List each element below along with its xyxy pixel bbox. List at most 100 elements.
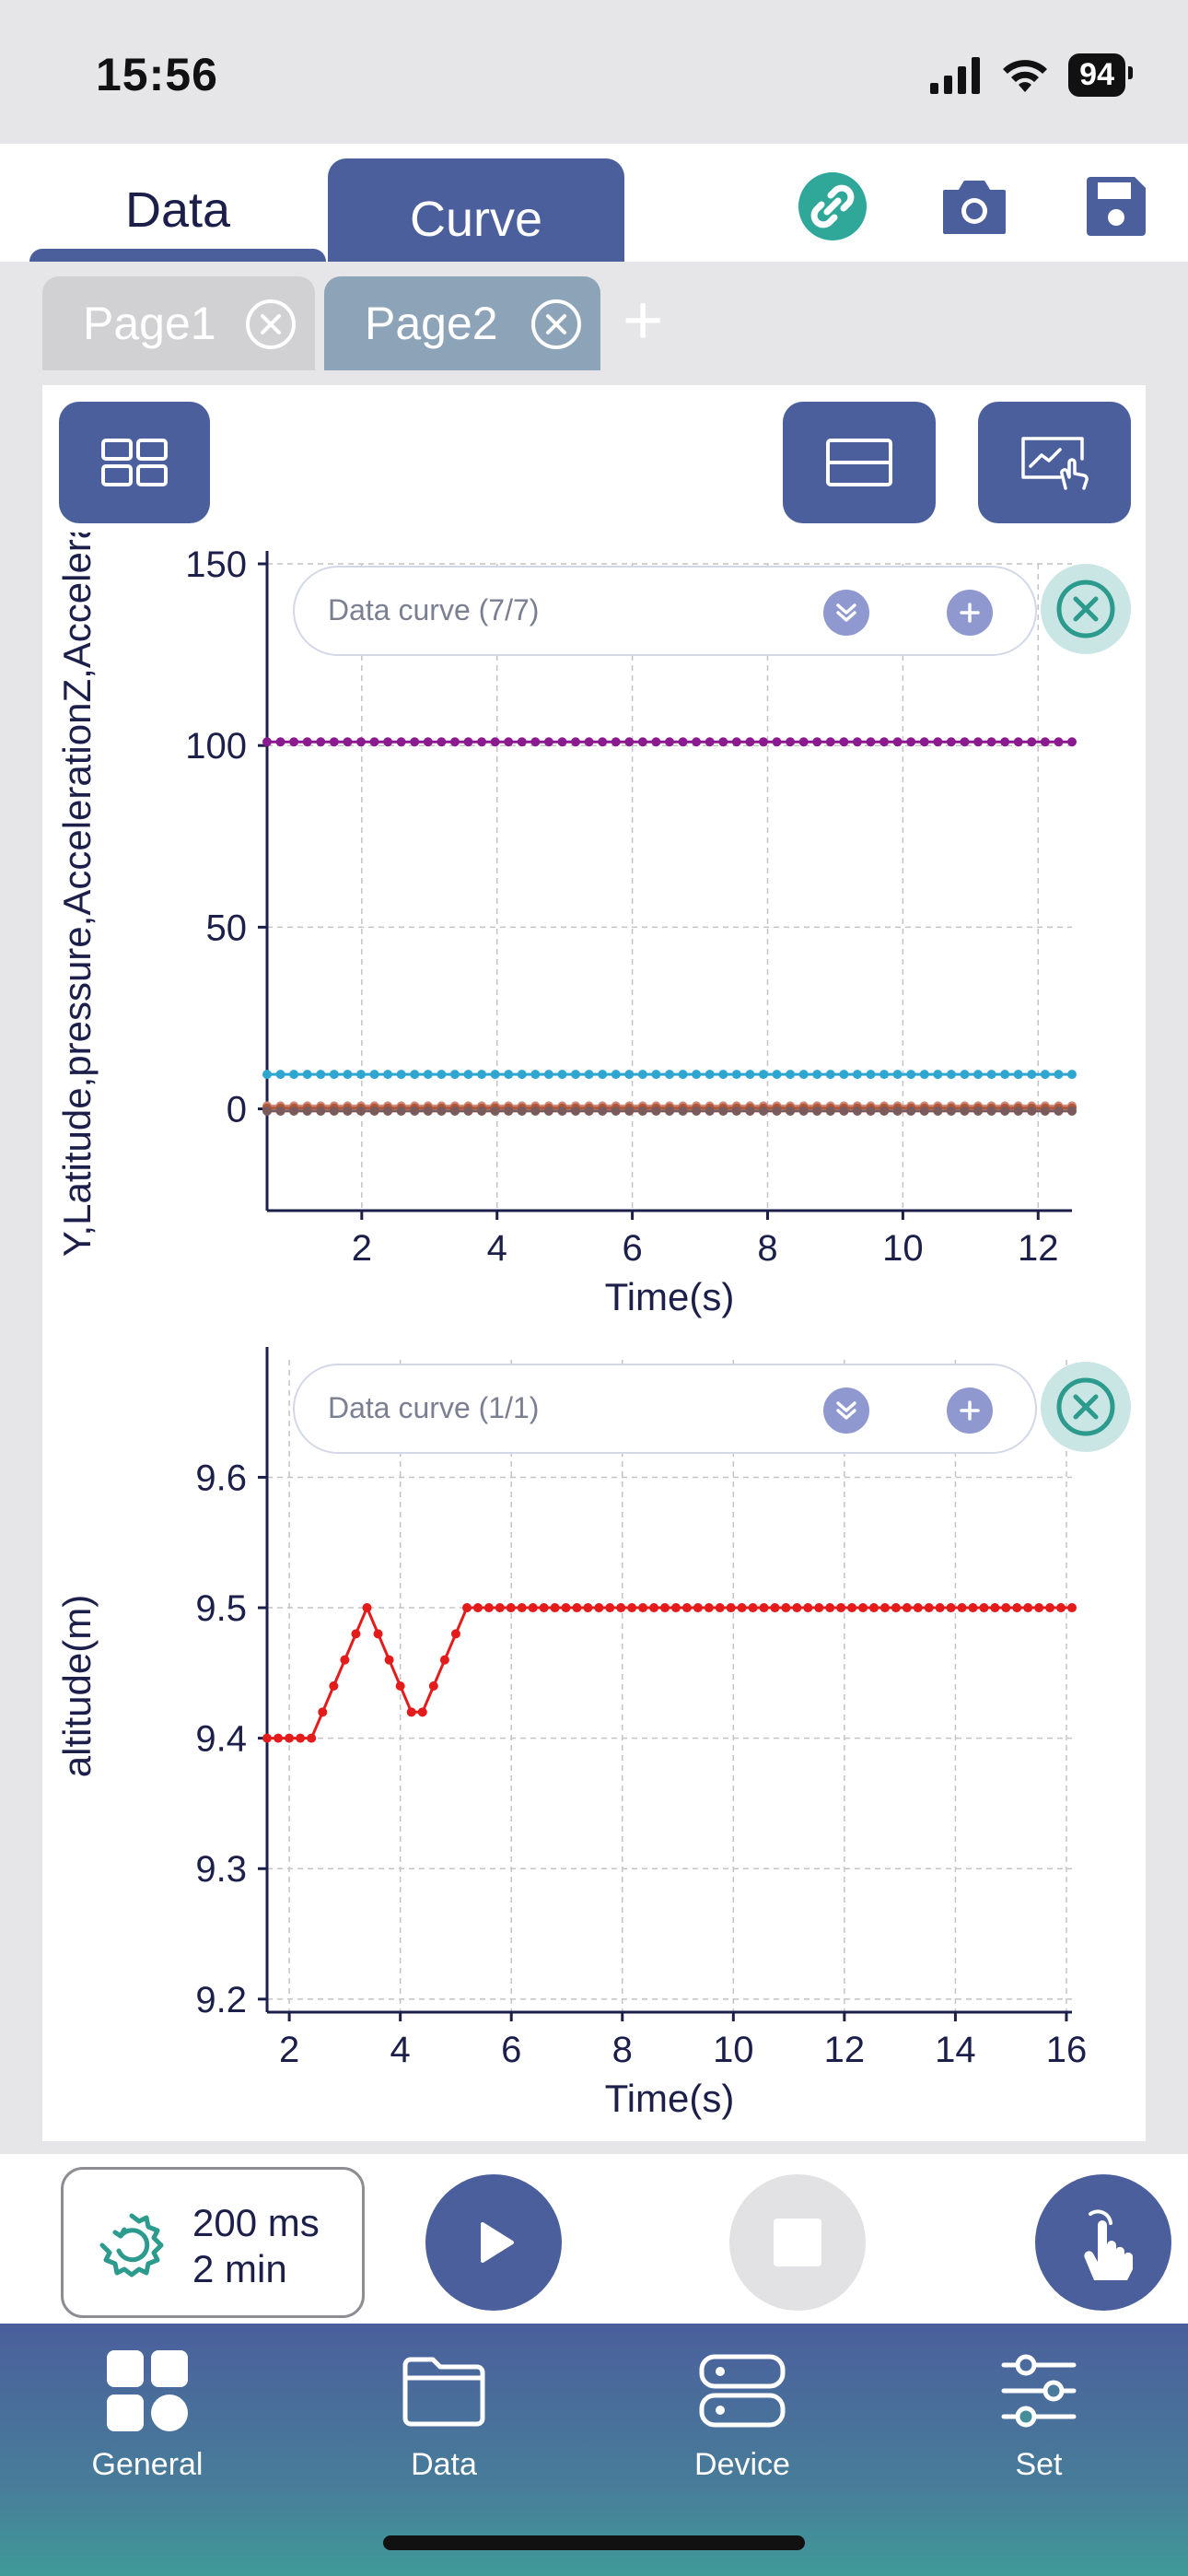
data-point [289, 1070, 299, 1080]
chart-2[interactable]: 2 4 6 8 10 12 14 16 9.2 9.3 9.4 9.5 9.6 Time(s) altitu… [42, 1332, 1146, 2134]
y-tick-label: 0 [227, 1090, 247, 1130]
data-point [839, 737, 849, 747]
add-page-button[interactable]: + [623, 281, 664, 359]
data-point [530, 737, 541, 747]
data-point [891, 1603, 901, 1613]
data-point [866, 1070, 876, 1080]
sampling-settings-button[interactable]: 200 ms 2 min [61, 2167, 365, 2318]
link-icon[interactable] [798, 171, 868, 241]
nav-general[interactable]: General [37, 2340, 258, 2483]
data-point [1067, 1070, 1077, 1080]
y-tick-label: 9.4 [195, 1719, 247, 1760]
data-point [598, 1106, 608, 1116]
data-point [852, 1070, 862, 1080]
status-bar: 15:56 94 [0, 0, 1188, 144]
data-point [935, 1603, 945, 1613]
data-point [584, 737, 594, 747]
close-page1-icon[interactable] [245, 299, 297, 350]
data-point [745, 1070, 755, 1080]
data-point [561, 1603, 571, 1613]
data-point [557, 1070, 567, 1080]
data-point [262, 737, 272, 747]
data-point [919, 1070, 929, 1080]
legend-box-2[interactable]: Data curve (1/1) [293, 1364, 1037, 1454]
save-icon[interactable] [1081, 171, 1151, 241]
x-tick-label: 2 [279, 2030, 299, 2070]
data-point [329, 737, 339, 747]
data-point [968, 1603, 978, 1613]
data-point [396, 1070, 406, 1080]
legend-box-1[interactable]: Data curve (7/7) [293, 566, 1037, 656]
x-tick-label: 10 [882, 1228, 924, 1269]
data-point [543, 1106, 553, 1116]
camera-icon[interactable] [939, 171, 1009, 241]
data-point [960, 737, 970, 747]
data-point [919, 737, 929, 747]
chart-panel: 2 4 6 8 10 12 0 50 100 150 Time(s) Y,Latitude,press… [42, 385, 1146, 2141]
close-chart-1-icon[interactable] [1041, 564, 1131, 654]
data-point [693, 1603, 703, 1613]
data-point [383, 737, 393, 747]
grid-layout-button[interactable] [59, 402, 210, 523]
data-point [571, 1106, 581, 1116]
touch-mode-button[interactable] [1035, 2174, 1171, 2311]
wifi-icon [1003, 59, 1048, 92]
play-button[interactable] [425, 2174, 562, 2311]
data-point [772, 1106, 782, 1116]
tab-curve[interactable]: Curve [328, 158, 624, 262]
data-point [627, 1603, 637, 1613]
data-point [1054, 1106, 1064, 1116]
data-point [1013, 1106, 1023, 1116]
data-point [343, 1070, 353, 1080]
data-point [262, 1733, 272, 1743]
x-tick-label: 4 [390, 2030, 411, 2070]
data-point [902, 1603, 912, 1613]
data-point [665, 1106, 674, 1116]
add-curve-icon[interactable] [947, 590, 993, 636]
add-curve-icon[interactable] [947, 1388, 993, 1434]
data-point [879, 1603, 890, 1613]
data-point [836, 1603, 846, 1613]
data-point [1027, 1070, 1037, 1080]
stop-button[interactable] [729, 2174, 866, 2311]
data-point [528, 1603, 538, 1613]
device-icon [699, 2354, 786, 2428]
data-point [557, 737, 567, 747]
close-page2-icon[interactable] [530, 299, 582, 350]
sampling-interval: 200 ms [192, 2201, 320, 2244]
touch-chart-icon [1021, 437, 1089, 490]
close-chart-2-icon[interactable] [1041, 1362, 1131, 1452]
tab-data[interactable]: Data [29, 158, 326, 262]
page-tab-2[interactable]: Page2 [324, 276, 600, 370]
data-point [1054, 1070, 1064, 1080]
data-point [1040, 1070, 1050, 1080]
data-point [638, 1603, 648, 1613]
nav-data[interactable]: Data [333, 2340, 554, 2483]
data-point [879, 1070, 890, 1080]
page-tab-1[interactable]: Page1 [42, 276, 315, 370]
data-point [340, 1655, 350, 1665]
data-point [572, 1603, 582, 1613]
data-point [490, 1106, 500, 1116]
touch-chart-button[interactable] [978, 402, 1131, 523]
data-point [495, 1603, 505, 1613]
chart-1[interactable]: 2 4 6 8 10 12 0 50 100 150 Time(s) Y,Latitude,press… [42, 533, 1146, 1325]
expand-curves-icon[interactable] [823, 1388, 869, 1434]
nav-device[interactable]: Device [632, 2340, 853, 2483]
data-point [410, 737, 420, 747]
expand-curves-icon[interactable] [823, 590, 869, 636]
data-point [461, 1603, 472, 1613]
split-layout-button[interactable] [783, 402, 936, 523]
data-point [786, 737, 796, 747]
data-point [517, 1603, 527, 1613]
data-point [1056, 1603, 1066, 1613]
data-point [583, 1603, 593, 1613]
data-point [383, 1070, 393, 1080]
stop-icon [774, 2219, 821, 2266]
data-point [957, 1603, 967, 1613]
data-point [718, 737, 728, 747]
folder-icon [402, 2357, 485, 2427]
data-point [892, 737, 903, 747]
x-tick-label: 8 [612, 2030, 633, 2070]
nav-set[interactable]: Set [928, 2340, 1149, 2483]
